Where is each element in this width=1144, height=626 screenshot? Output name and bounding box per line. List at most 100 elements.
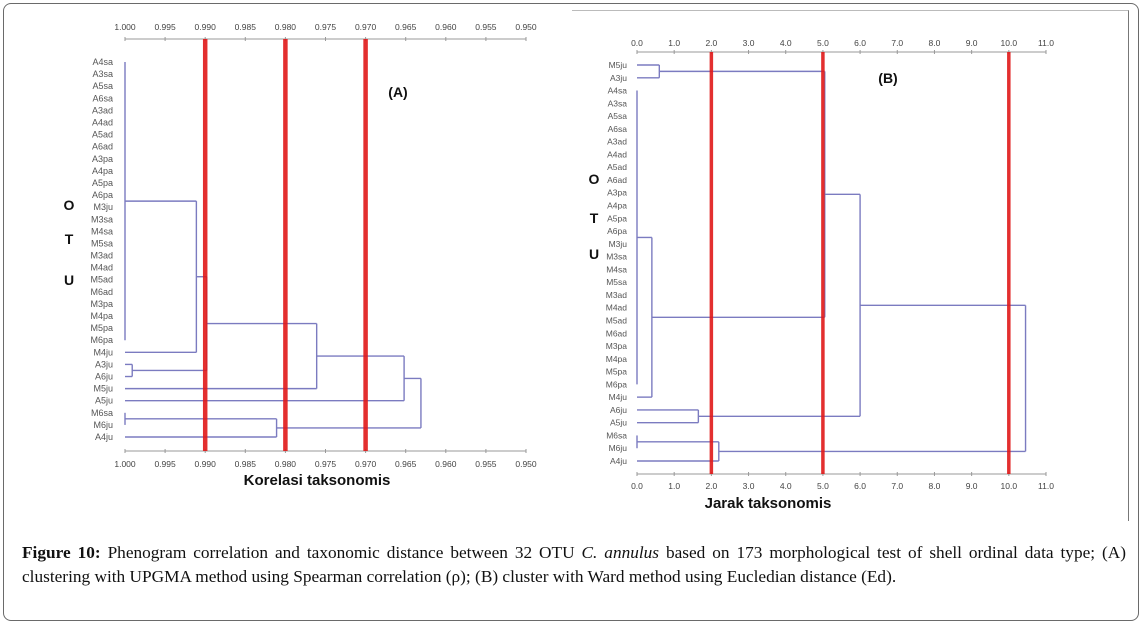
panel-b-leaf-label: M6ju xyxy=(609,443,628,453)
panel-b-leaf-label: M5pa xyxy=(606,367,628,377)
panel-b-leaf-label: M4pa xyxy=(606,354,628,364)
panel-a-leaf-label: M5sa xyxy=(91,238,113,248)
panel-b-leaf-label: A5sa xyxy=(608,111,628,121)
panel-a-xlabel: Korelasi taksonomis xyxy=(244,472,391,489)
caption-species: C. annulus xyxy=(581,543,660,562)
panel-a-tick-label: 0.950 xyxy=(515,22,537,32)
panel-a-tick-label: 1.000 xyxy=(114,459,136,469)
panel-b-leaf-label: A5ad xyxy=(607,162,627,172)
panel-a-tick-label: 0.970 xyxy=(355,22,377,32)
panel-a-leaf-label: M3sa xyxy=(91,214,113,224)
panel-a-tick-label: 0.965 xyxy=(395,22,417,32)
panel-a-leaf-label: M4ad xyxy=(90,263,113,273)
panel-a-panel-label: (A) xyxy=(388,84,407,100)
panel-a-leaf-label: A6ju xyxy=(95,372,113,382)
panel-a-leaf-label: A6sa xyxy=(92,93,113,103)
panel-a-tick-label: 0.980 xyxy=(275,22,297,32)
panel-b-leaf-label: M3ju xyxy=(609,239,628,249)
panel-b-leaf-label: A4sa xyxy=(608,86,628,96)
panel-b-leaf-label: M5sa xyxy=(606,277,627,287)
panel-a-tick-label: 0.990 xyxy=(195,22,217,32)
panel-a-leaf-label: A4ad xyxy=(92,117,113,127)
figure-charts: 1.000 0.995 0.990 0.985 0.980 0.975 0.970 0.965… xyxy=(64,22,1055,512)
caption-text-2: based on 173 morphological test of shell… xyxy=(22,543,1126,586)
panel-b-leaf-label: A6ad xyxy=(607,175,627,185)
panel-a-tick-label: 0.980 xyxy=(275,459,297,469)
panel-b-leaf-label: A6ju xyxy=(610,405,627,415)
panel-b-leaf-label: A5ju xyxy=(610,418,627,428)
panel-a-tick-label: 1.000 xyxy=(114,22,136,32)
panel-b-tick-label: 3.0 xyxy=(743,481,755,491)
panel-a-leaf-label: A4sa xyxy=(92,57,113,67)
panel-a-leaf-label: M4sa xyxy=(91,226,113,236)
panel-a-leaf-label: A3pa xyxy=(92,154,113,164)
panel-b-tick-label: 11.0 xyxy=(1038,481,1054,491)
panel-b-tick-label: 8.0 xyxy=(929,38,941,48)
panel-b-leaf-label: M3ad xyxy=(606,290,628,300)
panel-b-leaf-label: M6pa xyxy=(606,379,628,389)
panel-a-leaf-label: A3ad xyxy=(92,105,113,115)
panel-b-leaf-label: M3pa xyxy=(606,341,628,351)
panel-a-leaf-label: A3ju xyxy=(95,359,113,369)
panel-a-leaf-label: M4ju xyxy=(93,347,113,357)
panel-b-leaf-label: M5ad xyxy=(606,315,628,325)
panel-a-tick-label: 0.985 xyxy=(235,459,257,469)
panel-a-leaf-label: A5sa xyxy=(92,81,113,91)
panel-b-tick-label: 7.0 xyxy=(891,481,903,491)
panel-a-tick-label: 0.990 xyxy=(195,459,217,469)
panel-a-tick-label: 0.970 xyxy=(355,459,377,469)
panel-a-leaf-label: A5pa xyxy=(92,178,113,188)
panel-a-leaf-label: M3pa xyxy=(90,299,113,309)
panel-b-tick-label: 1.0 xyxy=(668,481,680,491)
panel-b-leaf-label: A5pa xyxy=(607,213,627,223)
panel-b-leaf-label: M6sa xyxy=(606,430,627,440)
panel-a-leaf-label: M6ju xyxy=(93,420,113,430)
panel-a-otu-letter: O xyxy=(64,197,75,213)
panel-a-tick-label: 0.965 xyxy=(395,459,417,469)
panel-b-leaf-label: M4ad xyxy=(606,303,628,313)
panel-b-leaf-label: A4pa xyxy=(607,201,627,211)
panel-b-tick-label: 4.0 xyxy=(780,481,792,491)
panel-b-leaf-label: M4sa xyxy=(606,264,627,274)
panel-b-panel-label: (B) xyxy=(878,70,897,86)
panel-a-tick-label: 0.960 xyxy=(435,459,457,469)
panel-b-tick-label: 8.0 xyxy=(929,481,941,491)
panel-b-tick-label: 10.0 xyxy=(1001,38,1018,48)
figure-caption: Figure 10: Phenogram correlation and tax… xyxy=(22,541,1126,589)
panel-b-tick-label: 6.0 xyxy=(854,481,866,491)
panel-a-leaf-label: M6sa xyxy=(91,408,113,418)
panel-b-leaf-label: M5ju xyxy=(609,60,628,70)
panel-b-tick-label: 0.0 xyxy=(631,481,643,491)
panel-b-tick-label: 10.0 xyxy=(1001,481,1018,491)
panel-a-tick-label: 0.955 xyxy=(475,22,497,32)
panel-a-tick-label: 0.975 xyxy=(315,22,337,32)
panel-b-tick-label: 9.0 xyxy=(966,38,978,48)
panel-a-tick-label: 0.975 xyxy=(315,459,337,469)
panel-a-leaf-label: M4pa xyxy=(90,311,113,321)
panel-b-leaf-label: A3ad xyxy=(607,137,627,147)
panel-b-leaf-label: M4ju xyxy=(609,392,628,402)
panel-a-leaf-label: M3ad xyxy=(90,251,113,261)
panel-a-otu-letter: U xyxy=(64,272,74,288)
panel-a-leaf-label: A6pa xyxy=(92,190,113,200)
panel-b-xlabel: Jarak taksonomis xyxy=(705,495,832,512)
panel-a-leaf-label: A4pa xyxy=(92,166,113,176)
panel-b-tick-label: 4.0 xyxy=(780,38,792,48)
panel-a-tick-label: 0.995 xyxy=(154,22,176,32)
panel-b-tick-label: 7.0 xyxy=(891,38,903,48)
panel-b-leaf-label: M6ad xyxy=(606,328,628,338)
panel-b-leaf-label: A3ju xyxy=(610,73,627,83)
panel-a-leaf-label: M3ju xyxy=(93,202,113,212)
panel-b-otu-letter: O xyxy=(589,171,600,187)
panel-a-leaf-label: A3sa xyxy=(92,69,113,79)
panel-a-tick-label: 0.995 xyxy=(154,459,176,469)
panel-b-leaf-label: A3sa xyxy=(608,98,628,108)
panel-a-leaf-label: M5ju xyxy=(93,384,113,394)
panel-b-tick-label: 6.0 xyxy=(854,38,866,48)
panel-a-leaf-label: A5ju xyxy=(95,396,113,406)
caption-text-1: Phenogram correlation and taxonomic dist… xyxy=(100,543,582,562)
panel-b-leaf-label: A6sa xyxy=(608,124,628,134)
panel-b-otu-letter: U xyxy=(589,246,599,262)
caption-label: Figure 10: xyxy=(22,543,101,562)
panel-a-tick-label: 0.955 xyxy=(475,459,497,469)
